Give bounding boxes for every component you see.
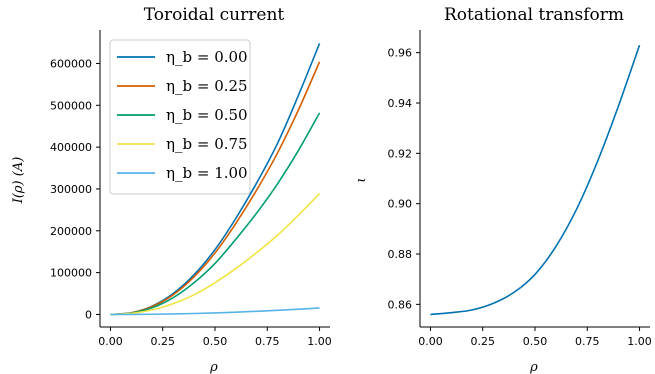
series-lines-right (430, 44, 641, 316)
right-y-tick-label: 0.92 (388, 147, 413, 160)
x-tick-label: 0.75 (255, 335, 280, 348)
legend-label-0: η_b = 0.00 (166, 48, 248, 66)
y-axis-label-right: ι (354, 177, 369, 182)
right-y-tick-label: 0.96 (388, 47, 413, 60)
legend-label-1: η_b = 0.25 (166, 77, 248, 95)
y-tick-label: 300000 (50, 183, 92, 196)
legend-label-4: η_b = 1.00 (166, 164, 248, 182)
y-tick-label: 500000 (50, 99, 92, 112)
series-line-4 (110, 307, 320, 316)
x-axis-label: ρ (209, 360, 218, 374)
right-x-tick-label: 1.00 (627, 335, 652, 348)
series-line-2 (110, 112, 321, 316)
right-x-tick-label: 0.75 (575, 335, 600, 348)
series-lines (110, 43, 321, 316)
right-y-tick-label: 0.90 (388, 198, 413, 211)
x-tick-label: 0.00 (98, 335, 123, 348)
right-x-tick-label: 0.25 (470, 335, 495, 348)
x-axis-label-right: ρ (529, 360, 538, 374)
series-line-3 (110, 192, 321, 316)
legend: η_b = 0.00 η_b = 0.25 η_b = 0.50 η_b = 0.75… (109, 39, 251, 195)
legend-label-3: η_b = 0.75 (166, 135, 248, 153)
toroidal-current-chart: Toroidal current 0.00 0.25 0.50 0.75 1.00 0 10… (11, 5, 332, 374)
y-axis-label: I(ρ) (A) (11, 157, 26, 205)
axes: 0.00 0.25 0.50 0.75 1.00 0 100000 200000 300000 4… (50, 57, 332, 348)
right-series-line-0 (430, 44, 641, 316)
right-x-tick-label: 0.50 (523, 335, 548, 348)
y-tick-label: 100000 (50, 267, 92, 280)
chart-title-right: Rotational transform (444, 5, 624, 25)
x-tick-label: 1.00 (307, 335, 332, 348)
right-y-tick-label: 0.88 (388, 248, 413, 261)
right-y-tick-label: 0.94 (388, 97, 413, 110)
y-tick-label: 0 (85, 308, 92, 321)
right-x-tick-label: 0.00 (418, 335, 443, 348)
y-tick-label: 400000 (50, 141, 92, 154)
x-tick-label: 0.50 (203, 335, 228, 348)
y-tick-label: 200000 (50, 225, 92, 238)
x-tick-label: 0.25 (150, 335, 175, 348)
right-y-tick-label: 0.86 (388, 298, 413, 311)
legend-box (109, 39, 251, 195)
rotational-transform-chart: Rotational transform 0.00 0.25 0.50 0.75 1.0… (354, 5, 652, 374)
axes-right: 0.00 0.25 0.50 0.75 1.00 0.86 0.88 0.90 0.92 0.94… (388, 47, 652, 348)
chart-title: Toroidal current (144, 5, 285, 25)
legend-label-2: η_b = 0.50 (166, 106, 248, 124)
series-line-1 (110, 61, 321, 316)
y-tick-label: 600000 (50, 57, 92, 70)
